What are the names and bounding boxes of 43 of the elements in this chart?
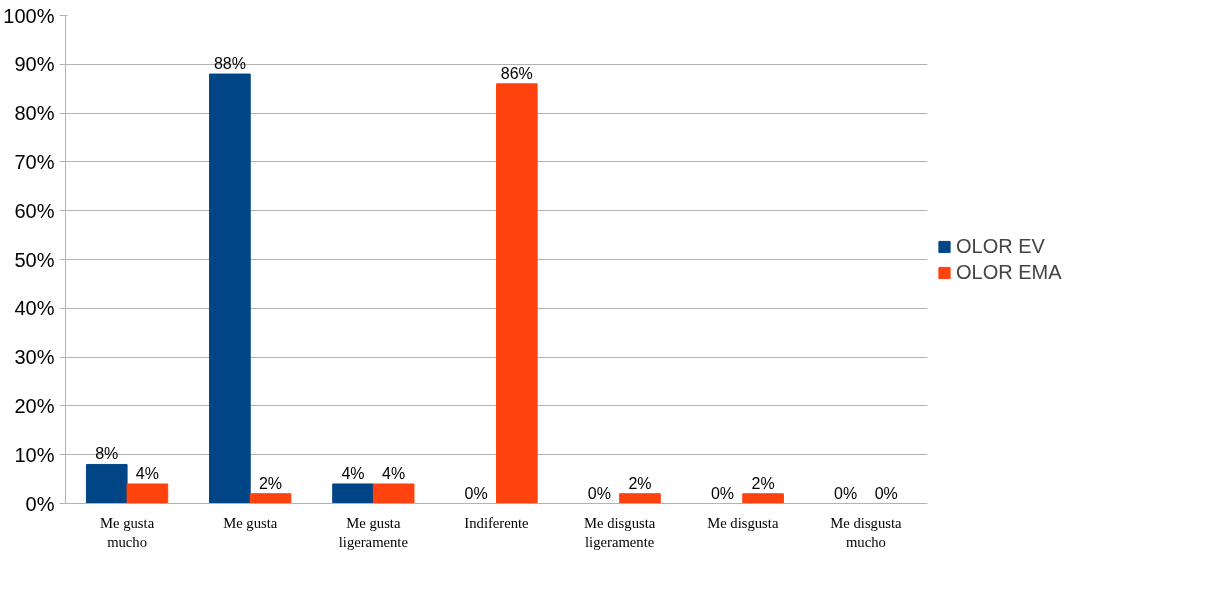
y-tick-label: 60% (14, 199, 55, 222)
bar (332, 483, 374, 504)
y-tick-label: 10% (14, 443, 55, 466)
data-label: 0% (464, 484, 488, 502)
y-tick-label: 80% (14, 102, 55, 125)
x-tick-label: Me gusta mucho (100, 514, 155, 550)
data-label: 0% (587, 484, 611, 502)
data-label: 0% (874, 484, 898, 502)
x-tick-label: Me disgusta ligeramente (584, 514, 656, 550)
bar (496, 83, 538, 504)
x-tick-label: Me gusta (223, 514, 278, 531)
data-label: 4% (135, 464, 159, 482)
y-tick-label: 20% (14, 394, 55, 417)
y-tick-label: 40% (14, 297, 55, 320)
bar (209, 73, 251, 504)
y-tick-label: 30% (14, 346, 55, 369)
data-label: 8% (95, 445, 119, 463)
bar (372, 483, 415, 504)
data-label: 0% (710, 484, 735, 502)
data-label: 2% (628, 474, 652, 492)
data-label: 86% (500, 64, 533, 82)
data-label: 4% (341, 464, 365, 482)
data-label: 0% (834, 484, 858, 502)
bar (619, 493, 661, 504)
bar (126, 483, 169, 504)
data-label: 2% (258, 474, 283, 492)
data-label: 2% (751, 474, 775, 492)
y-tick-label: 50% (14, 248, 55, 271)
x-tick-label: Indiferente (464, 514, 529, 531)
y-tick-label: 70% (14, 150, 55, 173)
legend-label: OLOR EMA (956, 260, 1062, 284)
data-label: 88% (213, 55, 246, 73)
bar (249, 493, 292, 504)
bar (85, 463, 128, 504)
data-label: 4% (382, 464, 406, 482)
x-tick-label: Me disgusta mucho (830, 514, 903, 550)
legend-label: OLOR EV (956, 234, 1045, 258)
x-tick-label: Me gusta ligeramente (338, 514, 408, 550)
y-tick-label: 100% (3, 4, 55, 27)
y-tick-label: 90% (14, 53, 55, 76)
bar (742, 493, 784, 504)
x-tick-label: Me disgusta (707, 514, 779, 531)
y-tick-label: 0% (25, 492, 55, 515)
